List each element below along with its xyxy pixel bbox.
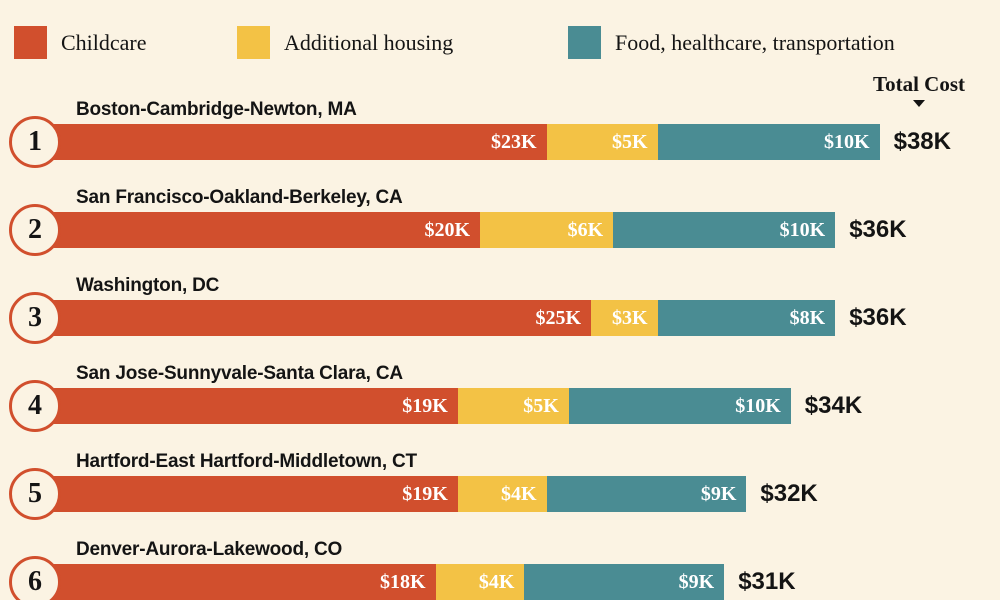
rank-badge: 4 bbox=[9, 380, 61, 432]
metro-name: Washington, DC bbox=[76, 275, 220, 296]
metro-name: San Jose-Sunnyvale-Santa Clara, CA bbox=[76, 363, 403, 384]
metro-row: 2 San Francisco-Oakland-Berkeley, CA $20… bbox=[0, 186, 1000, 274]
metro-row: 1 Boston-Cambridge-Newton, MA $23K $5K $10… bbox=[0, 98, 1000, 186]
segment-value-label: $5K bbox=[523, 395, 559, 417]
total-cost-value: $36K bbox=[849, 216, 907, 243]
total-cost-value: $34K bbox=[804, 392, 863, 419]
legend-item-food-healthcare-transportation: Food, healthcare, transportation bbox=[568, 26, 895, 59]
chart-rows: 1 Boston-Cambridge-Newton, MA $23K $5K $10… bbox=[0, 98, 1000, 600]
segment-value-label: $25K bbox=[535, 307, 581, 329]
rank-badge: 6 bbox=[9, 556, 61, 600]
stacked-bar: $23K $5K $10K $38K bbox=[36, 124, 951, 160]
segment-value-label: $10K bbox=[824, 131, 870, 153]
legend-item-additional-housing: Additional housing bbox=[237, 26, 453, 59]
metro-name: San Francisco-Oakland-Berkeley, CA bbox=[76, 187, 403, 208]
rank-badge: 2 bbox=[9, 204, 61, 256]
bar-segment-additional-housing: $3K bbox=[591, 300, 658, 336]
bar-segment-childcare: $25K bbox=[36, 300, 591, 336]
bar-segment-childcare: $19K bbox=[36, 476, 458, 512]
segment-value-label: $10K bbox=[779, 219, 826, 241]
metro-row: 3 Washington, DC $25K $3K $8K $36K bbox=[0, 274, 1000, 362]
bar-segment-additional-housing: $5K bbox=[457, 388, 569, 424]
stacked-bar: $20K $6K $10K $36K bbox=[36, 212, 907, 248]
metro-row: 5 Hartford-East Hartford-Middletown, CT … bbox=[0, 450, 1000, 538]
segment-value-label: $6K bbox=[567, 219, 604, 241]
bar-segment-childcare: $23K bbox=[36, 124, 547, 160]
metro-name: Denver-Aurora-Lakewood, CO bbox=[76, 539, 343, 560]
total-cost-value: $32K bbox=[760, 480, 818, 507]
segment-value-label: $19K bbox=[402, 483, 448, 505]
rank-number: 2 bbox=[28, 214, 42, 245]
segment-value-label: $4K bbox=[501, 483, 537, 505]
childcare-swatch-icon bbox=[14, 26, 47, 59]
legend-label: Additional housing bbox=[284, 30, 454, 55]
rank-number: 1 bbox=[28, 126, 42, 157]
bar-segment-childcare: $19K bbox=[36, 388, 458, 424]
rank-number: 3 bbox=[28, 302, 42, 333]
total-cost-value: $38K bbox=[893, 128, 951, 155]
rank-number: 5 bbox=[28, 478, 42, 509]
rank-number: 6 bbox=[28, 566, 42, 597]
total-cost-label: Total Cost bbox=[873, 72, 965, 96]
stacked-bar: $19K $4K $9K $32K bbox=[36, 476, 818, 512]
segment-value-label: $18K bbox=[380, 571, 426, 593]
bar-segment-food-healthcare-transportation: $10K bbox=[568, 388, 791, 424]
bar-segment-childcare: $20K bbox=[36, 212, 480, 248]
segment-value-label: $23K bbox=[491, 131, 537, 153]
bar-segment-childcare: $18K bbox=[36, 564, 436, 600]
total-cost-header: Total Cost bbox=[873, 72, 965, 107]
rank-badge: 3 bbox=[9, 292, 61, 344]
metro-name: Boston-Cambridge-Newton, MA bbox=[76, 99, 357, 120]
segment-value-label: $10K bbox=[735, 395, 781, 417]
bar-segment-food-healthcare-transportation: $10K bbox=[657, 124, 880, 160]
total-cost-value: $31K bbox=[738, 568, 796, 595]
arrow-down-icon bbox=[913, 100, 925, 107]
bar-segment-additional-housing: $6K bbox=[480, 212, 614, 248]
metro-row: 6 Denver-Aurora-Lakewood, CO $18K $4K $9K $… bbox=[0, 538, 1000, 600]
segment-value-label: $20K bbox=[424, 219, 470, 241]
bar-segment-additional-housing: $4K bbox=[435, 564, 525, 600]
bar-segment-additional-housing: $4K bbox=[457, 476, 547, 512]
stacked-bar: $18K $4K $9K $31K bbox=[36, 564, 796, 600]
bar-segment-additional-housing: $5K bbox=[546, 124, 658, 160]
segment-value-label: $9K bbox=[678, 571, 715, 593]
bar-segment-food-healthcare-transportation: $8K bbox=[657, 300, 836, 336]
segment-value-label: $4K bbox=[478, 571, 515, 593]
metro-name: Hartford-East Hartford-Middletown, CT bbox=[76, 451, 417, 472]
food-healthcare-transportation-swatch-icon bbox=[568, 26, 601, 59]
bar-segment-food-healthcare-transportation: $9K bbox=[524, 564, 725, 600]
bar-segment-food-healthcare-transportation: $9K bbox=[546, 476, 747, 512]
legend-label: Food, healthcare, transportation bbox=[615, 30, 895, 55]
metro-row: 4 San Jose-Sunnyvale-Santa Clara, CA $19… bbox=[0, 362, 1000, 450]
bar-segment-food-healthcare-transportation: $10K bbox=[613, 212, 836, 248]
segment-value-label: $8K bbox=[789, 307, 826, 329]
rank-badge: 1 bbox=[9, 116, 61, 168]
segment-value-label: $9K bbox=[700, 483, 737, 505]
rank-badge: 5 bbox=[9, 468, 61, 520]
legend-item-childcare: Childcare bbox=[14, 26, 147, 59]
segment-value-label: $5K bbox=[612, 131, 648, 153]
segment-value-label: $3K bbox=[612, 307, 648, 329]
legend-label: Childcare bbox=[61, 30, 147, 55]
additional-housing-swatch-icon bbox=[237, 26, 270, 59]
total-cost-value: $36K bbox=[849, 304, 907, 331]
stacked-bar: $25K $3K $8K $36K bbox=[36, 300, 907, 336]
stacked-bar: $19K $5K $10K $34K bbox=[36, 388, 862, 424]
segment-value-label: $19K bbox=[402, 395, 448, 417]
rank-number: 4 bbox=[28, 390, 42, 421]
